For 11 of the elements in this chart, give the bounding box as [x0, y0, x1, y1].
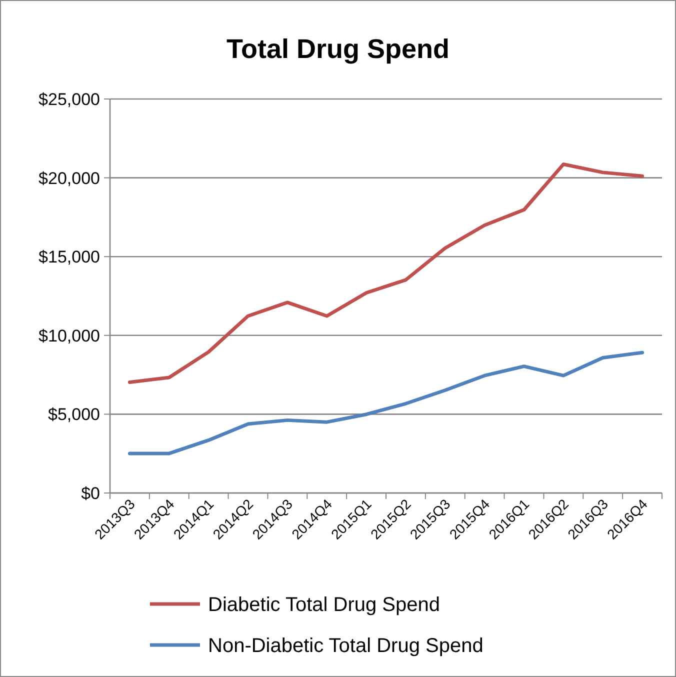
y-tick-label: $15,000 — [38, 248, 100, 267]
line-series — [128, 162, 644, 384]
y-tick-label: $0 — [81, 484, 100, 503]
line-series — [128, 350, 644, 456]
y-tick-label: $10,000 — [38, 326, 100, 346]
chart-title: Total Drug Spend — [226, 34, 450, 64]
legend-label: Non-Diabetic Total Drug Spend — [208, 635, 484, 657]
y-tick-label: $5,000 — [48, 405, 100, 424]
y-tick-label: $20,000 — [38, 168, 100, 188]
y-tick-label: $25,000 — [38, 90, 100, 109]
legend-label: Diabetic Total Drug Spend — [208, 594, 440, 616]
